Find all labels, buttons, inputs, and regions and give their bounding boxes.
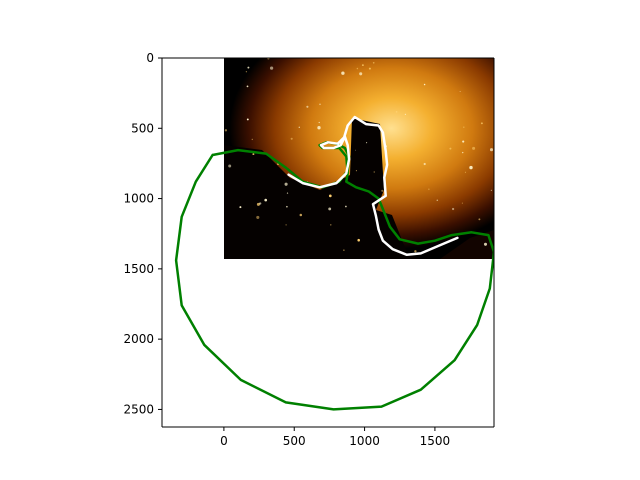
- star-dot: [480, 122, 483, 125]
- star-dot: [423, 83, 426, 86]
- star-dot: [290, 137, 293, 140]
- y-tick-label: 1000: [123, 192, 154, 206]
- star-dot: [318, 121, 320, 124]
- star-dot: [328, 207, 332, 211]
- star-dot: [319, 103, 321, 106]
- star-dot: [423, 162, 426, 166]
- curves: [174, 115, 494, 411]
- star-dot: [355, 149, 356, 151]
- star-dot: [286, 192, 289, 194]
- star-dot: [317, 126, 321, 130]
- star-dot: [464, 171, 466, 173]
- star-field: [224, 58, 494, 253]
- star-dot: [490, 189, 492, 191]
- star-dot: [259, 202, 262, 205]
- star-dot: [436, 199, 439, 202]
- y-axis-ticks: 0 500 1000 1500 2000 2500: [123, 51, 162, 416]
- star-dot: [366, 142, 368, 144]
- star-dot: [341, 71, 345, 75]
- star-dot: [461, 202, 463, 204]
- star-dot: [395, 111, 398, 113]
- x-axis-ticks: 0 500 1000 1500: [220, 427, 450, 448]
- star-dot: [246, 118, 249, 121]
- y-tick-label: 2000: [123, 332, 154, 346]
- nebula-dark-region: [224, 118, 420, 259]
- star-dot: [343, 249, 345, 251]
- star-dot: [459, 91, 461, 92]
- star-dot: [298, 126, 300, 128]
- star-dot: [478, 218, 481, 221]
- star-dot: [414, 250, 417, 253]
- star-dot: [359, 72, 363, 76]
- star-dot: [345, 205, 347, 208]
- star-dot: [368, 67, 371, 70]
- star-dot: [428, 188, 430, 190]
- nebula-dark-lower: [440, 230, 494, 259]
- star-dot: [469, 165, 473, 170]
- star-dot: [489, 148, 494, 152]
- x-tick-label: 500: [283, 434, 306, 448]
- star-dot: [463, 126, 465, 128]
- star-dot: [357, 238, 360, 242]
- star-dot: [245, 71, 248, 73]
- star-dot: [286, 205, 288, 208]
- star-dot: [372, 61, 375, 64]
- star-dot: [472, 146, 476, 150]
- y-tick-label: 500: [131, 121, 154, 135]
- star-dot: [224, 129, 228, 132]
- star-dot: [251, 138, 253, 141]
- star-dot: [356, 67, 359, 70]
- star-dot: [361, 64, 364, 67]
- x-tick-label: 1000: [349, 434, 380, 448]
- y-tick-label: 1500: [123, 262, 154, 276]
- star-dot: [252, 153, 255, 156]
- x-tick-label: 0: [220, 434, 228, 448]
- star-dot: [451, 207, 455, 211]
- star-dot: [381, 189, 384, 192]
- x-tick-label: 1500: [420, 434, 451, 448]
- star-dot: [239, 206, 242, 209]
- nebula-image: [224, 58, 494, 259]
- star-dot: [264, 198, 268, 202]
- star-dot: [449, 147, 452, 150]
- star-dot: [306, 105, 309, 108]
- star-dot: [246, 85, 249, 88]
- star-dot: [284, 182, 288, 186]
- star-dot: [328, 194, 332, 198]
- star-dot: [228, 164, 232, 168]
- star-dot: [247, 66, 250, 69]
- star-dot: [461, 151, 464, 154]
- star-dot: [299, 213, 303, 217]
- y-tick-label: 2500: [123, 402, 154, 416]
- series-line-1: [287, 115, 459, 257]
- star-dot: [330, 224, 332, 226]
- y-tick-label: 0: [146, 51, 154, 65]
- star-dot: [404, 113, 407, 116]
- star-dot: [373, 171, 375, 173]
- star-dot: [483, 242, 488, 246]
- star-dot: [355, 170, 357, 172]
- star-dot: [462, 140, 465, 143]
- star-dot: [269, 66, 274, 70]
- star-dot: [256, 215, 260, 219]
- star-dot: [285, 224, 287, 226]
